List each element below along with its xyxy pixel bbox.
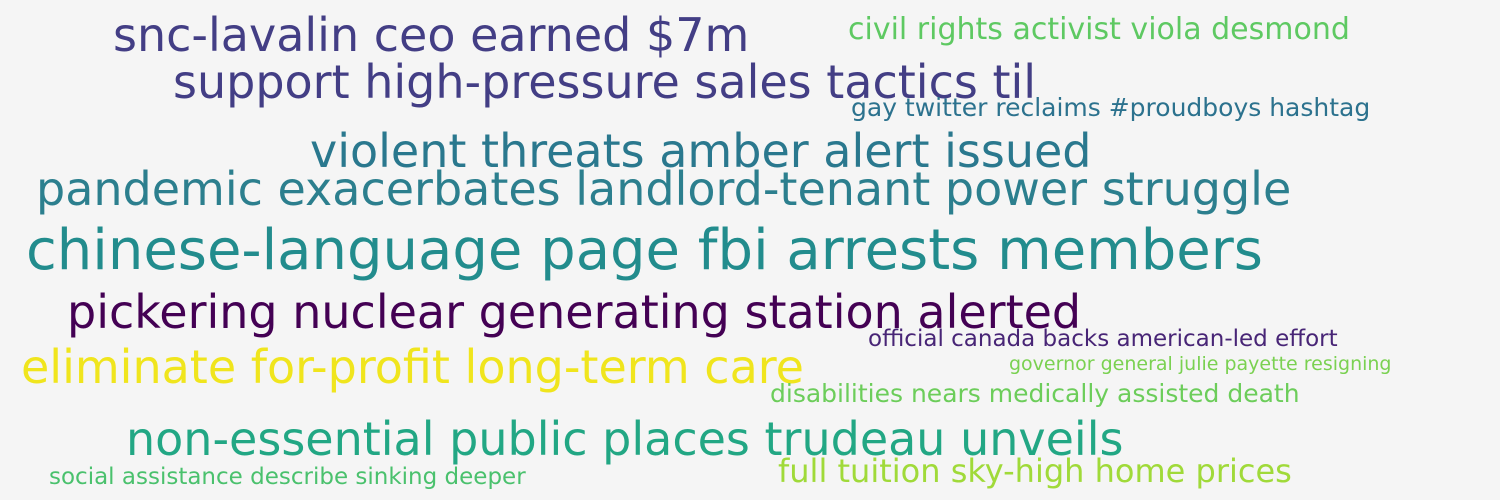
cloud-word: non-essential public places trudeau unve… <box>126 412 1124 466</box>
cloud-word: eliminate for-profit long-term care <box>21 340 804 394</box>
cloud-word: gay twitter reclaims #proudboys hashtag <box>851 93 1371 122</box>
cloud-word: chinese-language page fbi arrests member… <box>26 218 1263 283</box>
cloud-word: full tuition sky-high home prices <box>778 452 1292 490</box>
cloud-word: governor general julie payette resigning <box>1009 353 1392 375</box>
cloud-word: official canada backs american-led effor… <box>868 326 1338 352</box>
cloud-word: civil rights activist viola desmond <box>848 12 1350 47</box>
cloud-word: pandemic exacerbates landlord-tenant pow… <box>36 162 1292 216</box>
cloud-word: pickering nuclear generating station ale… <box>67 285 1082 339</box>
cloud-word: snc-lavalin ceo earned $7m <box>113 8 750 62</box>
cloud-word: support high-pressure sales tactics til <box>173 55 1037 109</box>
cloud-word: violent threats amber alert issued <box>310 124 1092 178</box>
cloud-word: disabilities nears medically assisted de… <box>770 379 1300 408</box>
cloud-word: social assistance describe sinking deepe… <box>49 464 526 490</box>
